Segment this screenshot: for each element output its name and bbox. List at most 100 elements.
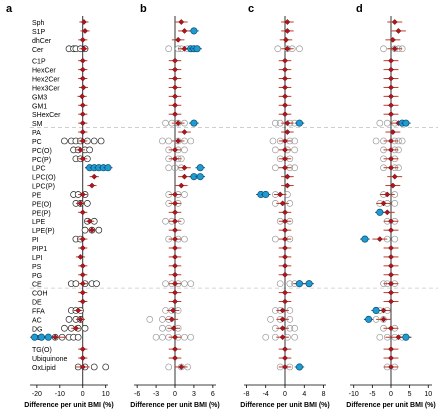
species-point <box>276 280 284 288</box>
significant-point <box>31 333 39 341</box>
class-estimate-marker <box>388 364 394 370</box>
class-estimate-marker <box>175 120 182 127</box>
class-estimate-marker <box>77 253 84 260</box>
class-estimate-marker <box>282 298 288 305</box>
class-estimate-marker <box>181 164 188 171</box>
class-estimate-marker <box>79 36 86 43</box>
species-point <box>165 164 173 172</box>
class-estimate-marker <box>391 173 398 180</box>
class-estimate-marker <box>172 57 178 64</box>
class-estimate-marker <box>172 262 178 269</box>
class-label: Hex3Cer <box>32 85 60 92</box>
species-point <box>159 316 166 323</box>
class-estimate-marker <box>79 355 86 361</box>
species-point <box>372 137 380 145</box>
species-point <box>102 363 110 371</box>
species-point <box>162 217 169 225</box>
significant-point <box>372 306 380 314</box>
species-point <box>291 137 298 145</box>
class-estimate-marker <box>79 262 86 269</box>
species-point <box>398 137 406 145</box>
species-point <box>159 333 166 341</box>
class-estimate-marker <box>282 245 288 251</box>
class-estimate-marker <box>172 253 178 260</box>
significant-point <box>104 164 112 172</box>
class-label: TG(O) <box>32 347 52 354</box>
significant-point <box>295 363 304 371</box>
class-label: GM1 <box>32 103 47 110</box>
significant-point <box>295 119 304 127</box>
class-estimate-marker <box>282 227 288 234</box>
x-axis-label: Difference per unit BMI (%) <box>24 402 113 409</box>
class-estimate-marker <box>388 227 394 234</box>
class-estimate-marker <box>282 236 288 243</box>
x-tick-label: 0 <box>81 391 85 398</box>
class-estimate-marker <box>172 111 178 118</box>
class-estimate-marker <box>282 355 288 361</box>
class-estimate-marker <box>388 245 394 251</box>
class-label: GM3 <box>32 94 47 101</box>
class-estimate-marker <box>79 271 86 278</box>
class-estimate-marker <box>388 84 394 91</box>
class-estimate-marker <box>282 289 288 296</box>
species-point <box>93 280 100 288</box>
species-point <box>95 226 103 234</box>
class-estimate-marker <box>88 182 95 189</box>
class-estimate-marker <box>77 200 84 207</box>
species-point <box>383 119 391 127</box>
species-point <box>269 137 277 145</box>
x-tick-label: 0 <box>389 391 393 398</box>
class-estimate-marker <box>172 298 178 305</box>
class-estimate-marker <box>282 146 288 153</box>
class-estimate-marker <box>284 19 291 25</box>
class-label: LPC(O) <box>32 175 56 182</box>
panel-label: d <box>356 3 363 15</box>
class-estimate-marker <box>391 45 398 52</box>
class-estimate-marker <box>283 36 289 43</box>
class-estimate-marker <box>172 155 178 162</box>
x-tick-label: -4 <box>263 391 269 398</box>
significant-point <box>361 235 369 243</box>
x-tick-label: -10 <box>349 391 359 398</box>
class-estimate-marker <box>277 191 284 198</box>
class-estimate-marker <box>79 191 86 198</box>
class-estimate-marker <box>172 236 178 243</box>
class-estimate-marker <box>172 191 178 198</box>
species-point <box>84 200 91 207</box>
class-estimate-marker <box>172 245 178 251</box>
species-point <box>376 119 384 127</box>
class-estimate-marker <box>388 355 394 361</box>
x-tick-label: 3 <box>192 391 196 398</box>
class-estimate-marker <box>79 102 86 109</box>
x-tick-label: -5 <box>369 391 375 398</box>
species-point <box>376 333 384 341</box>
class-estimate-marker <box>380 200 387 207</box>
species-point <box>181 191 188 198</box>
class-estimate-marker <box>79 346 86 353</box>
class-estimate-marker <box>282 209 288 216</box>
class-estimate-marker <box>172 209 178 216</box>
species-point <box>165 45 173 53</box>
significant-point <box>402 119 410 127</box>
class-label: S1P <box>32 29 46 36</box>
panel-a: a -20 -10 0 10 Difference per unit BMI (%) <box>6 3 114 409</box>
class-label: PI <box>32 237 39 244</box>
class-estimate-marker <box>79 129 86 135</box>
class-estimate-marker <box>389 36 396 43</box>
class-estimate-marker <box>170 325 177 332</box>
species-point <box>187 137 195 145</box>
class-estimate-marker <box>284 120 291 127</box>
class-estimate-marker <box>72 325 79 332</box>
class-estimate-marker <box>279 307 286 314</box>
class-label: LPC <box>32 166 46 173</box>
significant-point <box>365 315 373 323</box>
class-label: PE(O) <box>32 201 51 208</box>
class-estimate-marker <box>389 129 396 135</box>
significant-point <box>295 280 304 288</box>
class-estimate-marker <box>282 262 288 269</box>
class-estimate-marker <box>284 27 291 34</box>
class-label: PC(O) <box>32 148 52 155</box>
panel-d: d -10 -5 0 5 10 Difference per unit BMI (%) <box>346 3 435 409</box>
species-point <box>90 363 98 371</box>
class-estimate-marker <box>80 84 87 91</box>
